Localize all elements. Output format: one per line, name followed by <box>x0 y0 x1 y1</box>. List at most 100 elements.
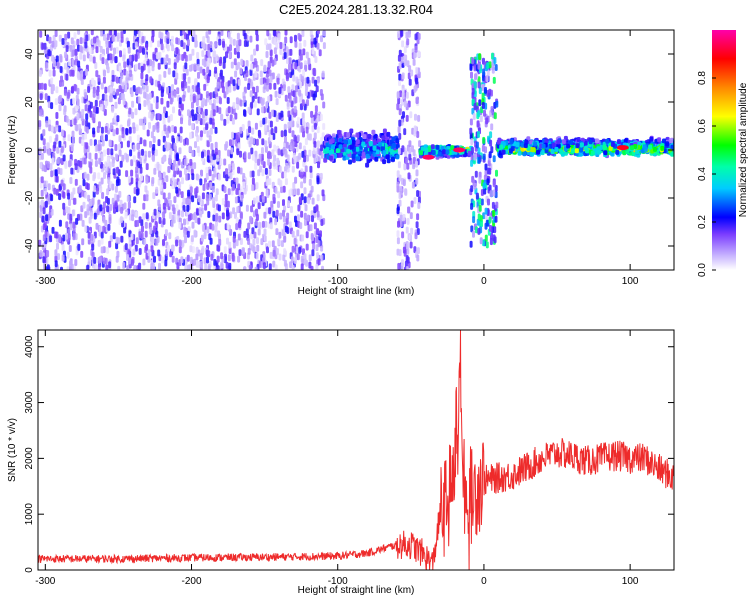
spectrogram-cell-r0-740 <box>115 76 119 84</box>
spectrogram-cell-r0-2658 <box>221 198 225 206</box>
spectrogram-cell-r0-808 <box>249 69 253 76</box>
spectrogram-cell-r3-314 <box>430 144 435 150</box>
spectrogram-cell-r0-1164 <box>282 254 286 262</box>
spectrogram-cell-r0-679 <box>190 235 194 243</box>
spectrogram-cell-r0-746 <box>132 85 136 92</box>
spectrogram-cell-r4-214 <box>484 86 487 94</box>
spectrogram-cell-r0-1175 <box>180 103 184 111</box>
spectrogram-cell-r0-50 <box>202 184 206 191</box>
spectrogram-cell-r0-278 <box>311 76 315 84</box>
spectrogram-cell-r4-212 <box>484 102 488 110</box>
spectrogram-cell-r1-374 <box>361 141 366 147</box>
spectrogram-cell-r4-209 <box>486 62 490 70</box>
spectrogram-cell-r0-883 <box>293 237 297 245</box>
spectrogram-cell-r0-2684 <box>112 129 116 137</box>
spectrogram-cell-r0-1817 <box>283 129 287 137</box>
spectrogram-cell-r0-1866 <box>269 120 273 128</box>
spectrogram-cell-r0-2721 <box>104 126 108 133</box>
spectrogram-cell-r0-2042 <box>277 33 281 41</box>
spectrogram-cell-r4-18 <box>494 191 498 199</box>
spectrogram-cell-r0-642 <box>144 221 148 229</box>
spectrogram-cell-r0-2570 <box>38 120 42 128</box>
spectrogram-cell-r0-2661 <box>146 129 150 137</box>
spectrogram-cell-r0-242 <box>227 254 231 262</box>
spectrogram-cell-r0-2240 <box>232 38 236 46</box>
spectrogram-cell-r0-686 <box>196 51 200 59</box>
spectrogram-cell-r0-1973 <box>42 138 46 146</box>
spectrogram-cell-r0-2715 <box>51 40 55 48</box>
spectrogram-cell-r0-1436 <box>268 152 272 160</box>
spectrogram-cell-r0-2434 <box>59 66 63 73</box>
spectrogram-cell-r2-160 <box>407 172 411 180</box>
spectrogram-cell-r1-473 <box>331 144 335 150</box>
spectrogram-cell-r0-1751 <box>133 196 137 204</box>
spectrogram-cell-r2-205 <box>405 114 409 122</box>
spectrogram-cell-r4-144 <box>478 99 482 107</box>
spectrogram-cell-r0-2560 <box>69 69 73 77</box>
spectrogram-cell-r0-2389 <box>197 195 201 203</box>
spectrogram-cell-r1-424 <box>365 162 370 168</box>
spectrogram-cell-r4-251 <box>477 62 481 70</box>
spectrogram-cell-r0-1080 <box>163 70 167 78</box>
spectrogram-cell-r0-600 <box>272 159 276 167</box>
spectrogram-cell-r0-1252 <box>224 200 228 208</box>
spectrogram-cell-r0-1094 <box>134 244 138 252</box>
spectrogram-cell-r0-1940 <box>300 125 304 133</box>
spectrogram-cell-r0-2572 <box>152 143 156 151</box>
spectrogram-cell-r0-2157 <box>291 245 295 253</box>
spectrogram-cell-r0-1654 <box>216 244 220 252</box>
spectrogram-cell-r0-2051 <box>250 136 253 144</box>
spectrogram-cell-r0-1743 <box>311 215 314 223</box>
spectrogram-cell-r0-2704 <box>93 36 97 44</box>
spectrogram-cell-r0-2253 <box>228 163 232 171</box>
spectrogram-cell-r0-2408 <box>40 176 44 184</box>
spectrogram-cell-r0-2294 <box>72 197 76 205</box>
spectrogram-cell-r0-1012 <box>223 118 227 126</box>
spectrogram-cell-r0-2133 <box>157 199 161 207</box>
spectrogram-cell-r2-186 <box>415 177 419 185</box>
spectrogram-cell-r0-2295 <box>210 253 214 261</box>
spectrogram-cell-r0-2100 <box>145 212 149 220</box>
spectrogram-cell-r0-2602 <box>287 86 291 94</box>
spectrogram-cell-r0-1941 <box>178 221 182 229</box>
spectrogram-cell-r0-1275 <box>46 142 50 150</box>
spectrogram-cell-r0-1736 <box>319 230 322 238</box>
spectrogram-cell-r0-1306 <box>223 56 227 64</box>
spectrogram-cell-r0-2243 <box>100 126 104 134</box>
spectrogram-cell-r4-206 <box>492 189 496 197</box>
spectrogram-cell-r0-2165 <box>286 227 290 234</box>
spectrogram-cell-r0-1647 <box>109 86 113 94</box>
spectrogram-cell-r0-2720 <box>175 186 179 194</box>
spectrogram-cell-r4-175 <box>482 239 486 247</box>
spectrogram-cell-r0-1487 <box>304 219 307 226</box>
spectrogram-cell-r0-2527 <box>227 80 231 88</box>
spectrogram-cell-r0-2552 <box>273 47 277 55</box>
spectrogram-cell-r0-1928 <box>298 142 302 150</box>
spectrogram-cell-r0-949 <box>145 74 149 82</box>
spectrogram-cell-r0-2028 <box>265 189 269 197</box>
spectrogram-cell-r0-827 <box>260 153 264 161</box>
spectrogram-cell-r0-2320 <box>137 161 141 169</box>
spectrogram-cell-r1-475 <box>395 154 400 160</box>
spectrogram-cell-r0-2489 <box>118 149 122 157</box>
spectrogram-cell-r0-579 <box>60 75 63 83</box>
spectrogram-cell-r0-2436 <box>211 149 215 157</box>
spectrogram-cell-r0-1878 <box>157 80 161 88</box>
spectrogram-cell-r0-245 <box>177 209 181 217</box>
spectrogram-cell-r0-2705 <box>178 246 182 254</box>
spectrogram-cell-r0-896 <box>62 191 66 199</box>
spectrogram-cell-r0-1788 <box>291 165 295 173</box>
spectrogram-cell-r0-1691 <box>82 201 86 209</box>
spectrogram-cell-r0-1462 <box>291 84 295 92</box>
spectrogram-cell-r0-1452 <box>123 226 127 234</box>
spectrogram-cell-r0-2114 <box>51 54 55 62</box>
spectrogram-cell-r0-2473 <box>149 227 153 234</box>
spectrogram-cell-r0-1432 <box>94 152 98 160</box>
spectrogram-cell-r0-2337 <box>314 122 317 130</box>
spectrogram-cell-r0-2668 <box>91 197 95 205</box>
spectrogram-cell-r0-2683 <box>317 258 321 266</box>
spectrogram-cell-r2-167 <box>400 118 404 126</box>
spectrogram-cell-r0-704 <box>94 160 98 167</box>
spectrogram-cell-r0-1694 <box>166 130 170 138</box>
spectrogram-cell-r0-942 <box>308 178 312 186</box>
